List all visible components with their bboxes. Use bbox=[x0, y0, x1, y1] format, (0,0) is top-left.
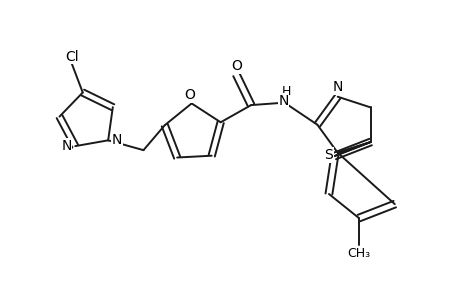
Text: CH₃: CH₃ bbox=[347, 248, 369, 260]
Text: N: N bbox=[112, 133, 122, 147]
Text: N: N bbox=[332, 80, 342, 94]
Text: Cl: Cl bbox=[65, 50, 78, 64]
Text: H: H bbox=[281, 85, 291, 98]
Text: O: O bbox=[183, 88, 194, 102]
Text: N: N bbox=[61, 139, 72, 153]
Text: N: N bbox=[278, 94, 288, 108]
Text: O: O bbox=[230, 59, 241, 73]
Text: S: S bbox=[324, 148, 332, 162]
